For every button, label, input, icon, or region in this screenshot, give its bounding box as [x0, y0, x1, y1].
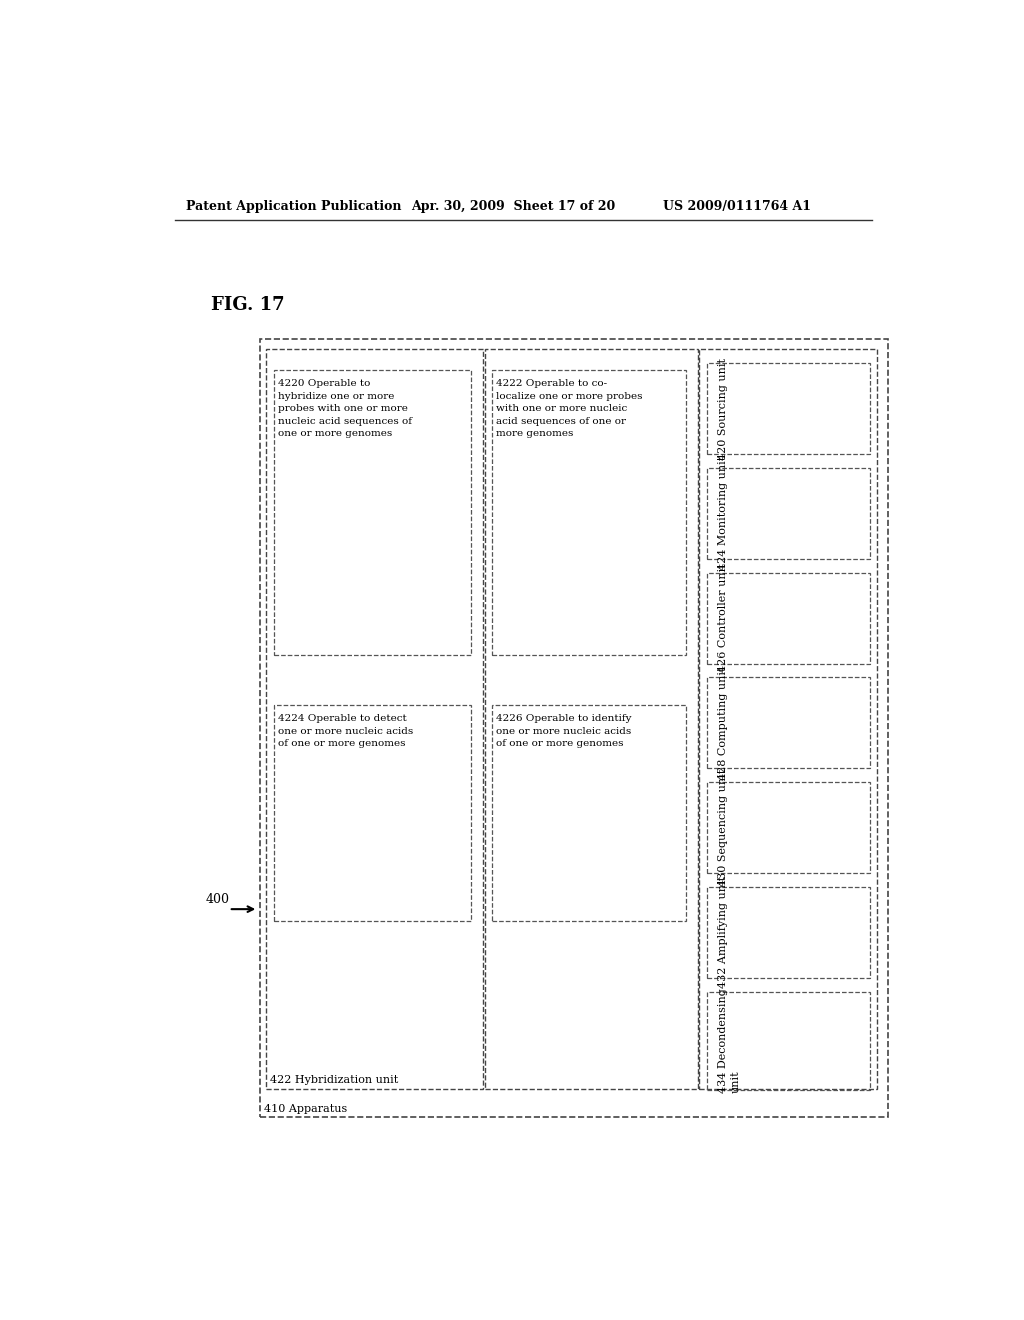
- Bar: [707, 781, 869, 873]
- Bar: [266, 350, 483, 1089]
- Bar: [707, 573, 869, 664]
- Text: 400: 400: [206, 894, 229, 907]
- Text: 410 Apparatus: 410 Apparatus: [263, 1104, 347, 1114]
- Text: 430 Sequencing unit: 430 Sequencing unit: [718, 770, 728, 886]
- Text: FIG. 17: FIG. 17: [211, 296, 285, 314]
- Text: 434 Decondensing
unit: 434 Decondensing unit: [718, 989, 741, 1093]
- Text: 4226 Operable to identify
one or more nucleic acids
of one or more genomes: 4226 Operable to identify one or more nu…: [496, 714, 632, 748]
- Text: 432 Amplifying unit: 432 Amplifying unit: [718, 876, 728, 989]
- Text: 426 Controller unit: 426 Controller unit: [718, 564, 728, 672]
- Bar: [699, 350, 878, 1089]
- Bar: [493, 705, 686, 921]
- Bar: [707, 363, 869, 454]
- Text: 420 Sourcing unit: 420 Sourcing unit: [718, 358, 728, 459]
- Bar: [707, 887, 869, 978]
- Text: 4222 Operable to co-
localize one or more probes
with one or more nucleic
acid s: 4222 Operable to co- localize one or mor…: [496, 379, 643, 438]
- Bar: [273, 370, 471, 655]
- Text: 422 Hybridization unit: 422 Hybridization unit: [270, 1076, 398, 1085]
- Bar: [260, 339, 888, 1117]
- Text: 428 Computing unit: 428 Computing unit: [718, 667, 728, 780]
- Text: Patent Application Publication: Patent Application Publication: [186, 199, 401, 213]
- Text: 424 Monitoring unit: 424 Monitoring unit: [718, 457, 728, 570]
- Bar: [707, 991, 869, 1090]
- Bar: [484, 350, 697, 1089]
- Bar: [707, 469, 869, 558]
- Bar: [273, 705, 471, 921]
- Bar: [493, 370, 686, 655]
- Text: 4224 Operable to detect
one or more nucleic acids
of one or more genomes: 4224 Operable to detect one or more nucl…: [278, 714, 413, 748]
- Text: 4220 Operable to
hybridize one or more
probes with one or more
nucleic acid sequ: 4220 Operable to hybridize one or more p…: [278, 379, 412, 438]
- Text: US 2009/0111764 A1: US 2009/0111764 A1: [663, 199, 811, 213]
- Bar: [707, 677, 869, 768]
- Text: Apr. 30, 2009  Sheet 17 of 20: Apr. 30, 2009 Sheet 17 of 20: [411, 199, 615, 213]
